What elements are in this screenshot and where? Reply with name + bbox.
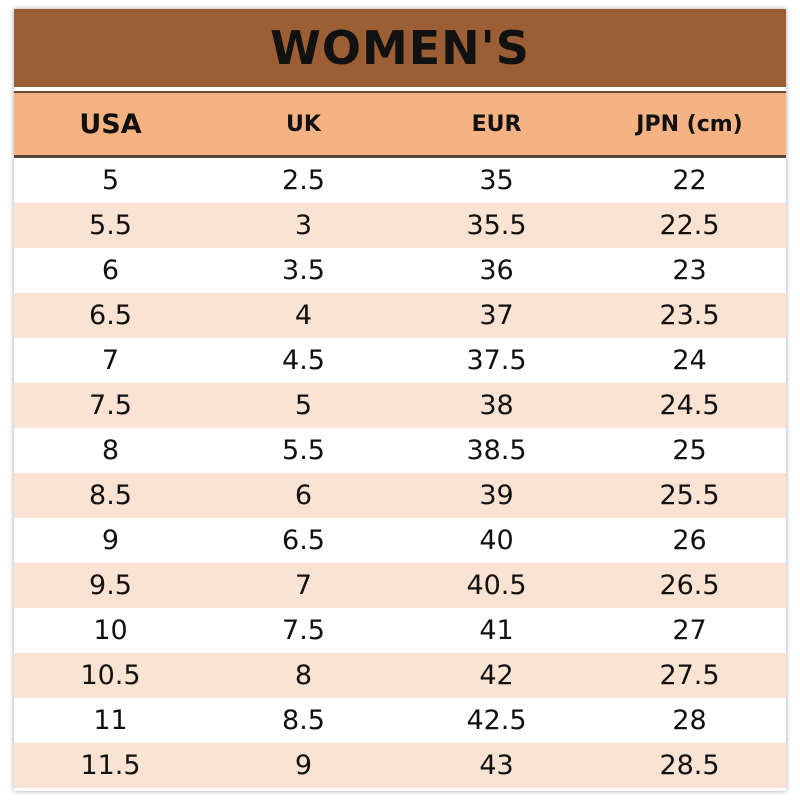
- table-row: 8.5 6 39 25.5: [14, 473, 786, 518]
- cell-jpn: 27.5: [659, 660, 720, 691]
- cell-uk: 2.5: [282, 165, 325, 196]
- table-row: 8 5.5 38.5 25: [14, 428, 786, 473]
- cell-eur: 37.5: [466, 345, 527, 376]
- chart-title: WOMEN'S: [14, 9, 786, 87]
- cell-jpn: 27: [672, 615, 707, 646]
- title-divider-light: [14, 87, 786, 91]
- cell-usa: 7.5: [89, 390, 132, 421]
- header-usa: USA: [79, 108, 142, 140]
- cell-uk: 5: [294, 390, 313, 421]
- cell-eur: 41: [479, 615, 514, 646]
- cell-uk: 3.5: [282, 255, 325, 286]
- cell-usa: 11: [93, 705, 128, 736]
- cell-jpn: 22.5: [659, 210, 720, 241]
- table-row: 5.5 3 35.5 22.5: [14, 203, 786, 248]
- cell-jpn: 23: [672, 255, 707, 286]
- cell-eur: 38: [479, 390, 514, 421]
- table-row: 10.5 8 42 27.5: [14, 653, 786, 698]
- cell-usa: 6.5: [89, 300, 132, 331]
- cell-usa: 5: [101, 165, 120, 196]
- cell-usa: 6: [101, 255, 120, 286]
- cell-jpn: 25: [672, 435, 707, 466]
- cell-usa: 11.5: [80, 750, 141, 781]
- cell-uk: 3: [294, 210, 313, 241]
- cell-uk: 4.5: [282, 345, 325, 376]
- size-chart: WOMEN'S USA UK EUR JPN (cm) 5 2.5 35 22 …: [14, 9, 786, 791]
- cell-eur: 39: [479, 480, 514, 511]
- cell-eur: 35: [479, 165, 514, 196]
- cell-uk: 7.5: [282, 615, 325, 646]
- cell-uk: 6.5: [282, 525, 325, 556]
- cell-usa: 9.5: [89, 570, 132, 601]
- cell-eur: 38.5: [466, 435, 527, 466]
- title-divider-dark: [14, 91, 786, 93]
- cell-jpn: 22: [672, 165, 707, 196]
- cell-jpn: 26.5: [659, 570, 720, 601]
- cell-jpn: 24: [672, 345, 707, 376]
- cell-eur: 42: [479, 660, 514, 691]
- size-rows: 5 2.5 35 22 5.5 3 35.5 22.5 6 3.5 36 23 …: [14, 158, 786, 788]
- header-jpn: JPN (cm): [636, 111, 743, 137]
- cell-eur: 40: [479, 525, 514, 556]
- header-row: USA UK EUR JPN (cm): [14, 93, 786, 158]
- table-row: 6 3.5 36 23: [14, 248, 786, 293]
- cell-uk: 8: [294, 660, 313, 691]
- cell-uk: 5.5: [282, 435, 325, 466]
- table-row: 11.5 9 43 28.5: [14, 743, 786, 788]
- table-row: 9.5 7 40.5 26.5: [14, 563, 786, 608]
- table-row: 11 8.5 42.5 28: [14, 698, 786, 743]
- cell-eur: 35.5: [466, 210, 527, 241]
- cell-uk: 9: [294, 750, 313, 781]
- cell-uk: 6: [294, 480, 313, 511]
- cell-usa: 8: [101, 435, 120, 466]
- table-row: 10 7.5 41 27: [14, 608, 786, 653]
- cell-jpn: 28.5: [659, 750, 720, 781]
- cell-uk: 4: [294, 300, 313, 331]
- cell-jpn: 23.5: [659, 300, 720, 331]
- cell-usa: 9: [101, 525, 120, 556]
- header-uk: UK: [286, 111, 321, 137]
- cell-usa: 7: [101, 345, 120, 376]
- table-row: 7.5 5 38 24.5: [14, 383, 786, 428]
- cell-uk: 7: [294, 570, 313, 601]
- cell-jpn: 28: [672, 705, 707, 736]
- table-row: 5 2.5 35 22: [14, 158, 786, 203]
- cell-jpn: 25.5: [659, 480, 720, 511]
- cell-usa: 5.5: [89, 210, 132, 241]
- cell-jpn: 26: [672, 525, 707, 556]
- cell-usa: 10.5: [80, 660, 141, 691]
- cell-eur: 40.5: [466, 570, 527, 601]
- cell-eur: 43: [479, 750, 514, 781]
- cell-eur: 36: [479, 255, 514, 286]
- cell-eur: 42.5: [466, 705, 527, 736]
- table-row: 9 6.5 40 26: [14, 518, 786, 563]
- cell-eur: 37: [479, 300, 514, 331]
- cell-uk: 8.5: [282, 705, 325, 736]
- table-row: 7 4.5 37.5 24: [14, 338, 786, 383]
- cell-usa: 8.5: [89, 480, 132, 511]
- cell-usa: 10: [93, 615, 128, 646]
- header-eur: EUR: [471, 111, 522, 137]
- table-row: 6.5 4 37 23.5: [14, 293, 786, 338]
- cell-jpn: 24.5: [659, 390, 720, 421]
